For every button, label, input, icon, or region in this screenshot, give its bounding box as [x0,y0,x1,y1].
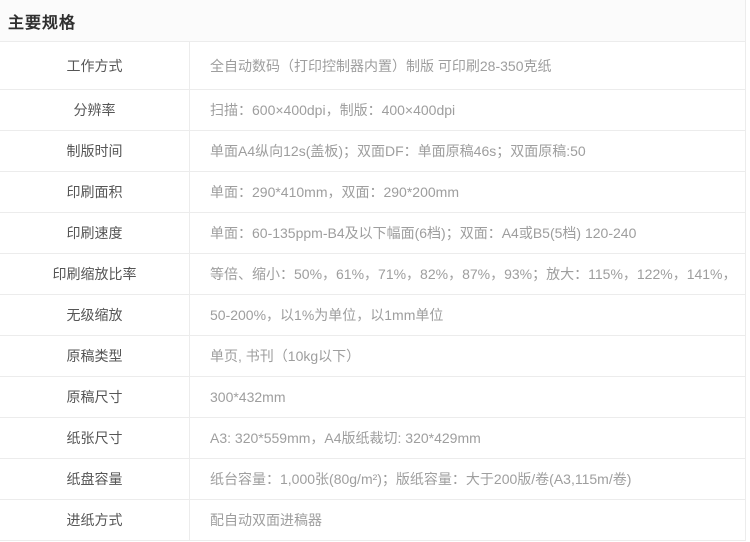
spec-label: 原稿类型 [0,336,190,376]
spec-row-paper-feed: 进纸方式 配自动双面进稿器 [0,500,745,541]
spec-row-resolution: 分辨率 扫描：600×400dpi，制版：400×400dpi [0,90,745,131]
spec-label: 纸盘容量 [0,459,190,499]
spec-value: 配自动双面进稿器 [210,512,322,528]
spec-label: 印刷缩放比率 [0,254,190,294]
spec-row-original-type: 原稿类型 单页, 书刊（10kg以下） [0,336,745,377]
spec-row-paper-size: 纸张尺寸 A3: 320*559mm，A4版纸裁切: 320*429mm [0,418,745,459]
spec-row-tray-capacity: 纸盘容量 纸台容量：1,000张(80g/m²)；版纸容量：大于200版/卷(A… [0,459,745,500]
spec-value: 单面A4纵向12s(盖板)；双面DF：单面原稿46s；双面原稿:50 [210,143,586,159]
spec-value: 等倍、缩小：50%，61%，71%，82%，87%，93%；放大：115%，12… [210,266,737,282]
spec-value: 扫描：600×400dpi，制版：400×400dpi [210,102,456,118]
spec-value: 纸台容量：1,000张(80g/m²)；版纸容量：大于200版/卷(A3,115… [210,471,632,487]
spec-table: 工作方式 全自动数码（打印控制器内置）制版 可印刷28-350克纸 分辨率 扫描… [0,42,745,541]
section-title-bar: 主要规格 [0,0,745,42]
spec-value: 全自动数码（打印控制器内置）制版 可印刷28-350克纸 [210,57,552,74]
spec-row-print-speed: 印刷速度 单面：60-135ppm-B4及以下幅面(6档)；双面：A4或B5(5… [0,213,745,254]
spec-value: 300*432mm [210,389,286,405]
spec-row-original-size: 原稿尺寸 300*432mm [0,377,745,418]
spec-value: 单页, 书刊（10kg以下） [210,348,361,364]
spec-label: 纸张尺寸 [0,418,190,458]
spec-row-master-making-time: 制版时间 单面A4纵向12s(盖板)；双面DF：单面原稿46s；双面原稿:50 [0,131,745,172]
spec-label: 工作方式 [0,42,190,89]
spec-value: 单面：60-135ppm-B4及以下幅面(6档)；双面：A4或B5(5档) 12… [210,225,637,241]
spec-label: 印刷面积 [0,172,190,212]
spec-row-stepless-zoom: 无级缩放 50-200%，以1%为单位，以1mm单位 [0,295,745,336]
page-title: 主要规格 [8,14,77,32]
spec-row-zoom-ratio: 印刷缩放比率 等倍、缩小：50%，61%，71%，82%，87%，93%；放大：… [0,254,745,295]
spec-label: 制版时间 [0,131,190,171]
spec-label: 进纸方式 [0,500,190,540]
spec-row-working-mode: 工作方式 全自动数码（打印控制器内置）制版 可印刷28-350克纸 [0,42,745,90]
spec-label: 分辨率 [0,90,190,130]
spec-value: 单面：290*410mm，双面：290*200mm [210,184,459,200]
spec-label: 无级缩放 [0,295,190,335]
spec-value: A3: 320*559mm，A4版纸裁切: 320*429mm [210,430,481,446]
spec-row-print-area: 印刷面积 单面：290*410mm，双面：290*200mm [0,172,745,213]
spec-label: 原稿尺寸 [0,377,190,417]
spec-label: 印刷速度 [0,213,190,253]
spec-value: 50-200%，以1%为单位，以1mm单位 [210,307,444,323]
